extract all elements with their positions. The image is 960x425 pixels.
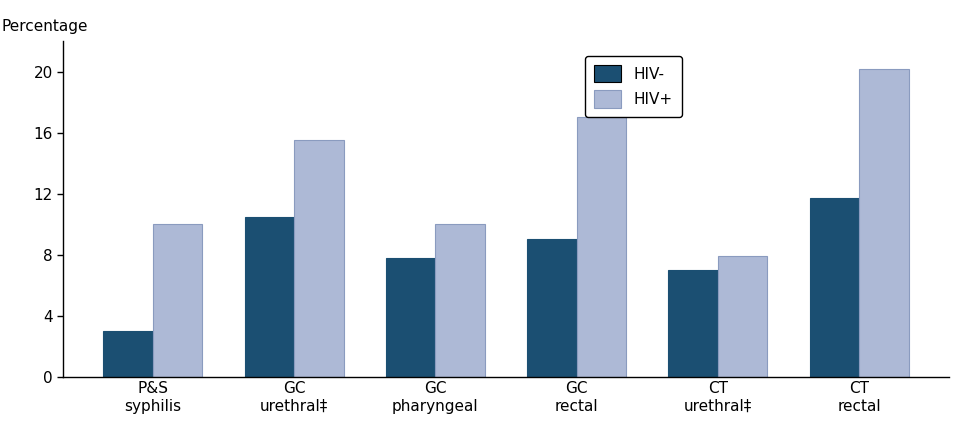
Bar xyxy=(577,117,626,377)
Text: Percentage: Percentage xyxy=(1,20,87,34)
Bar xyxy=(668,270,718,377)
Bar xyxy=(859,68,908,377)
Bar xyxy=(245,216,294,377)
Bar xyxy=(527,239,577,377)
Bar xyxy=(386,258,436,377)
Legend: HIV-, HIV+: HIV-, HIV+ xyxy=(585,56,682,117)
Bar xyxy=(104,331,153,377)
Bar xyxy=(436,224,485,377)
Bar xyxy=(809,198,859,377)
Bar xyxy=(718,256,767,377)
Bar xyxy=(153,224,203,377)
Bar xyxy=(294,140,344,377)
